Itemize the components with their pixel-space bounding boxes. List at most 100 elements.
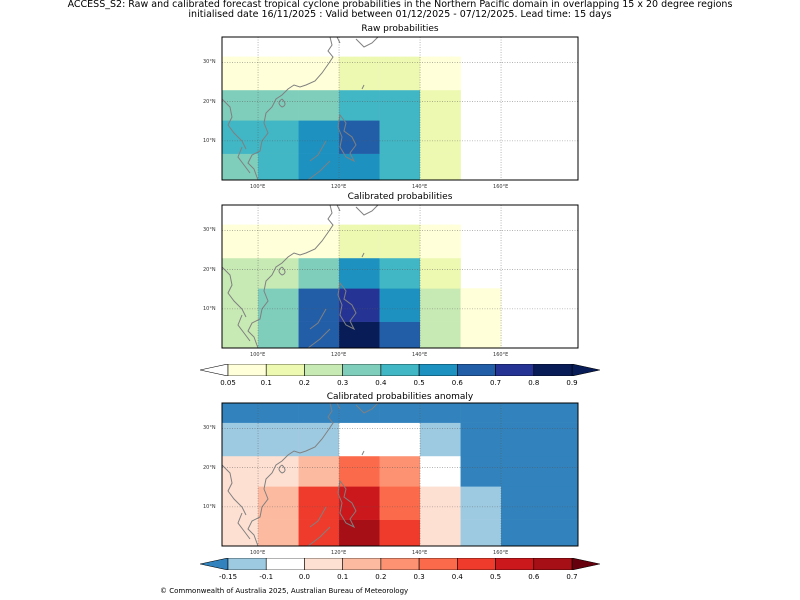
- colorbar-box: [533, 364, 573, 376]
- coastline: [237, 146, 251, 174]
- grid-cell: [501, 403, 578, 423]
- map-raw-probabilities: 100°E 120°E 140°E 160°E 10°N 20°N 30°N: [203, 36, 579, 190]
- colorbar-over-arrow: [571, 364, 600, 376]
- colorbar-box: [265, 364, 305, 376]
- colorbar-box: [533, 558, 573, 570]
- colorbar-box: [227, 364, 267, 376]
- colorbar-box: [457, 364, 496, 376]
- grid-cell: [460, 486, 502, 520]
- grid-cell: [258, 120, 299, 154]
- coastline: [361, 84, 365, 90]
- grid-cell: [420, 257, 461, 289]
- lon-tick-label: 100°E: [250, 184, 266, 190]
- grid-cell: [460, 519, 502, 546]
- colorbar-tick-label: 0.0: [298, 573, 311, 581]
- lon-tick-label: 120°E: [331, 550, 347, 556]
- colorbar-box: [380, 558, 420, 570]
- colorbar-tick-label: 0.4: [375, 379, 387, 387]
- colorbar-tick-label: 0.7: [489, 379, 502, 387]
- grid-cell: [258, 519, 299, 546]
- panel-title-calibrated: Calibrated probabilities: [347, 192, 453, 202]
- coastline: [247, 403, 334, 546]
- colorbar-anomaly: -0.15 -0.1 0.0 0.1 0.2 0.3 0.4 0.5 0.6 0.7: [200, 558, 600, 581]
- grid-cell: [222, 56, 259, 91]
- coastline: [247, 37, 334, 180]
- coastline: [355, 205, 379, 216]
- grid-cell: [258, 486, 299, 520]
- grid-cell: [258, 89, 299, 121]
- coastline: [307, 526, 331, 546]
- colorbar-box: [418, 558, 458, 570]
- grid-cell: [460, 455, 502, 487]
- grid-cell: [222, 224, 259, 259]
- grid-cell: [339, 519, 380, 546]
- colorbar-box: [457, 558, 496, 570]
- grid-cell: [460, 321, 502, 348]
- grid-cell: [501, 422, 578, 457]
- coastline: [355, 403, 379, 414]
- lat-tick-label: 10°N: [203, 305, 216, 312]
- grid-cell: [379, 519, 421, 546]
- grid-cell: [298, 257, 340, 289]
- grid-cell: [258, 321, 299, 348]
- grid-cell: [379, 257, 421, 289]
- grid-cell: [420, 486, 461, 520]
- grid-cells: [222, 205, 578, 348]
- lat-tick-label: 30°N: [203, 59, 216, 66]
- map-frame: [221, 402, 579, 547]
- colorbar-tick-label: 0.7: [566, 573, 578, 581]
- grid-cell: [339, 321, 380, 348]
- colorbar-tick-label: 0.1: [337, 573, 349, 581]
- lat-tick-label: 20°N: [203, 464, 216, 471]
- panel-title-anomaly: Calibrated probabilities anomaly: [326, 392, 474, 402]
- figure-title-line1: ACCESS_S2: Raw and calibrated forecast t…: [67, 0, 733, 10]
- coastline: [278, 464, 286, 474]
- grid-cell: [420, 89, 461, 121]
- grid-cell: [339, 288, 380, 322]
- colorbar-tick-label: 0.3: [337, 379, 349, 387]
- grid-cell: [298, 403, 340, 423]
- grid-cell: [379, 89, 421, 121]
- coastline: [307, 328, 331, 348]
- grid-cell: [298, 486, 340, 520]
- colorbar-probability: 0.05 0.1 0.2 0.3 0.4 0.5 0.6 0.7 0.8 0.9: [200, 364, 600, 387]
- coastline: [309, 506, 327, 528]
- grid-cell: [379, 153, 421, 180]
- grid-cell: [258, 403, 299, 423]
- coastline: [337, 281, 357, 331]
- grid-cell: [460, 403, 502, 423]
- map-canvas: [221, 204, 579, 349]
- colorbar-box: [227, 558, 267, 570]
- coastline: [278, 266, 286, 276]
- grid-cell: [339, 153, 380, 180]
- map-calibrated-probabilities: 100°E 120°E 140°E 160°E 10°N 20°N 30°N: [203, 204, 579, 358]
- grid-cell: [339, 89, 380, 121]
- grid-cell: [420, 224, 461, 259]
- colorbar-tick-label: 0.2: [298, 379, 311, 387]
- figure-title-line2: initialised date 16/11/2025 : Valid betw…: [188, 9, 612, 20]
- coastline: [361, 450, 365, 456]
- coastline: [237, 512, 251, 540]
- grid-cell: [298, 321, 340, 348]
- colorbar-tick-label: 0.05: [220, 379, 236, 387]
- lon-tick-label: 100°E: [250, 352, 266, 358]
- grid-cell: [298, 120, 340, 154]
- grid-cells: [222, 403, 578, 546]
- grid-cell: [222, 403, 259, 423]
- grid-cell: [258, 56, 299, 91]
- grid-cell: [258, 288, 299, 322]
- grid-cell: [298, 153, 340, 180]
- grid-cell: [339, 486, 380, 520]
- colorbar-tick-label: 0.6: [451, 379, 463, 387]
- colorbar-box: [495, 558, 535, 570]
- lat-tick-label: 10°N: [203, 503, 216, 510]
- colorbar-box: [418, 364, 458, 376]
- colorbar-box: [265, 558, 305, 570]
- grid-cell: [222, 455, 259, 487]
- map-canvas: [221, 402, 579, 547]
- lon-tick-label: 160°E: [493, 352, 509, 358]
- lon-tick-label: 140°E: [412, 184, 428, 190]
- grid-cell: [420, 120, 461, 154]
- colorbar-box: [342, 364, 382, 376]
